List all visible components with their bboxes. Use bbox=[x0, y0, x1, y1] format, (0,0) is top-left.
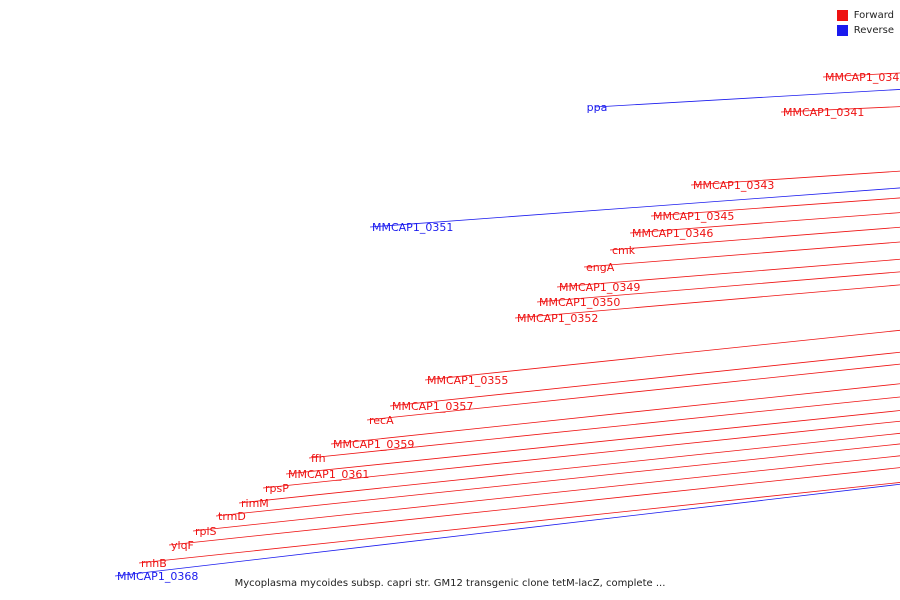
leader-line bbox=[238, 432, 900, 504]
leader-line bbox=[114, 483, 900, 577]
legend-item-forward: Forward bbox=[836, 8, 894, 23]
gene-labels: MMCAP1_0340 MMCAP1_0341 ppa MMCAP1_0343 MMCA… bbox=[114, 71, 900, 583]
gene-label: MMCAP1_0351 bbox=[372, 221, 453, 234]
gene-label: rimM bbox=[241, 497, 269, 510]
gene-label: MMCAP1_0350 bbox=[539, 296, 620, 309]
leader-line bbox=[330, 383, 900, 445]
gene-label: MMCAP1_0341 bbox=[783, 106, 864, 119]
gene-label: ffh bbox=[311, 452, 326, 465]
leader-line bbox=[366, 363, 900, 421]
gene-label: MMCAP1_0345 bbox=[653, 210, 734, 223]
gene-label: MMCAP1_0349 bbox=[559, 281, 640, 294]
legend-swatch-forward bbox=[836, 10, 848, 21]
legend-swatch-reverse bbox=[836, 25, 848, 36]
gene-label: MMCAP1_0346 bbox=[632, 227, 713, 240]
gene-label: engA bbox=[586, 261, 615, 274]
gene-label: MMCAP1_0359 bbox=[333, 438, 414, 451]
gene-label: rplS bbox=[195, 525, 217, 538]
gene-label: ppa bbox=[587, 101, 608, 114]
gene-label: cmk bbox=[612, 244, 636, 257]
gene-label: ylqF bbox=[171, 539, 194, 552]
gene-label: MMCAP1_0368 bbox=[117, 570, 198, 583]
leader-line bbox=[138, 482, 900, 564]
leader-line bbox=[308, 396, 900, 459]
leader-line bbox=[192, 455, 900, 532]
legend: Forward Reverse bbox=[836, 8, 894, 38]
leader-line bbox=[369, 187, 900, 228]
leader-line bbox=[262, 420, 900, 489]
leader-line bbox=[424, 329, 900, 381]
gene-label: MMCAP1_0340 bbox=[825, 71, 900, 84]
gene-label: MMCAP1_0355 bbox=[427, 374, 508, 387]
leader-line bbox=[168, 467, 900, 546]
gene-label: MMCAP1_0357 bbox=[392, 400, 473, 413]
legend-label-forward: Forward bbox=[853, 10, 894, 21]
gene-label: MMCAP1_0361 bbox=[288, 468, 369, 481]
leader-line bbox=[215, 443, 900, 517]
legend-label-reverse: Reverse bbox=[853, 25, 894, 36]
gene-label: rpsP bbox=[265, 482, 289, 495]
leader-line bbox=[285, 410, 900, 475]
gene-label: rnhB bbox=[141, 557, 167, 570]
gene-label: trmD bbox=[218, 510, 246, 523]
gene-label: MMCAP1_0352 bbox=[517, 312, 598, 325]
legend-item-reverse: Reverse bbox=[836, 23, 894, 38]
gene-label: recA bbox=[369, 414, 394, 427]
gene-label: MMCAP1_0343 bbox=[693, 179, 774, 192]
map-caption: Mycoplasma mycoides subsp. capri str. GM… bbox=[234, 578, 666, 589]
leader-line bbox=[389, 351, 900, 407]
